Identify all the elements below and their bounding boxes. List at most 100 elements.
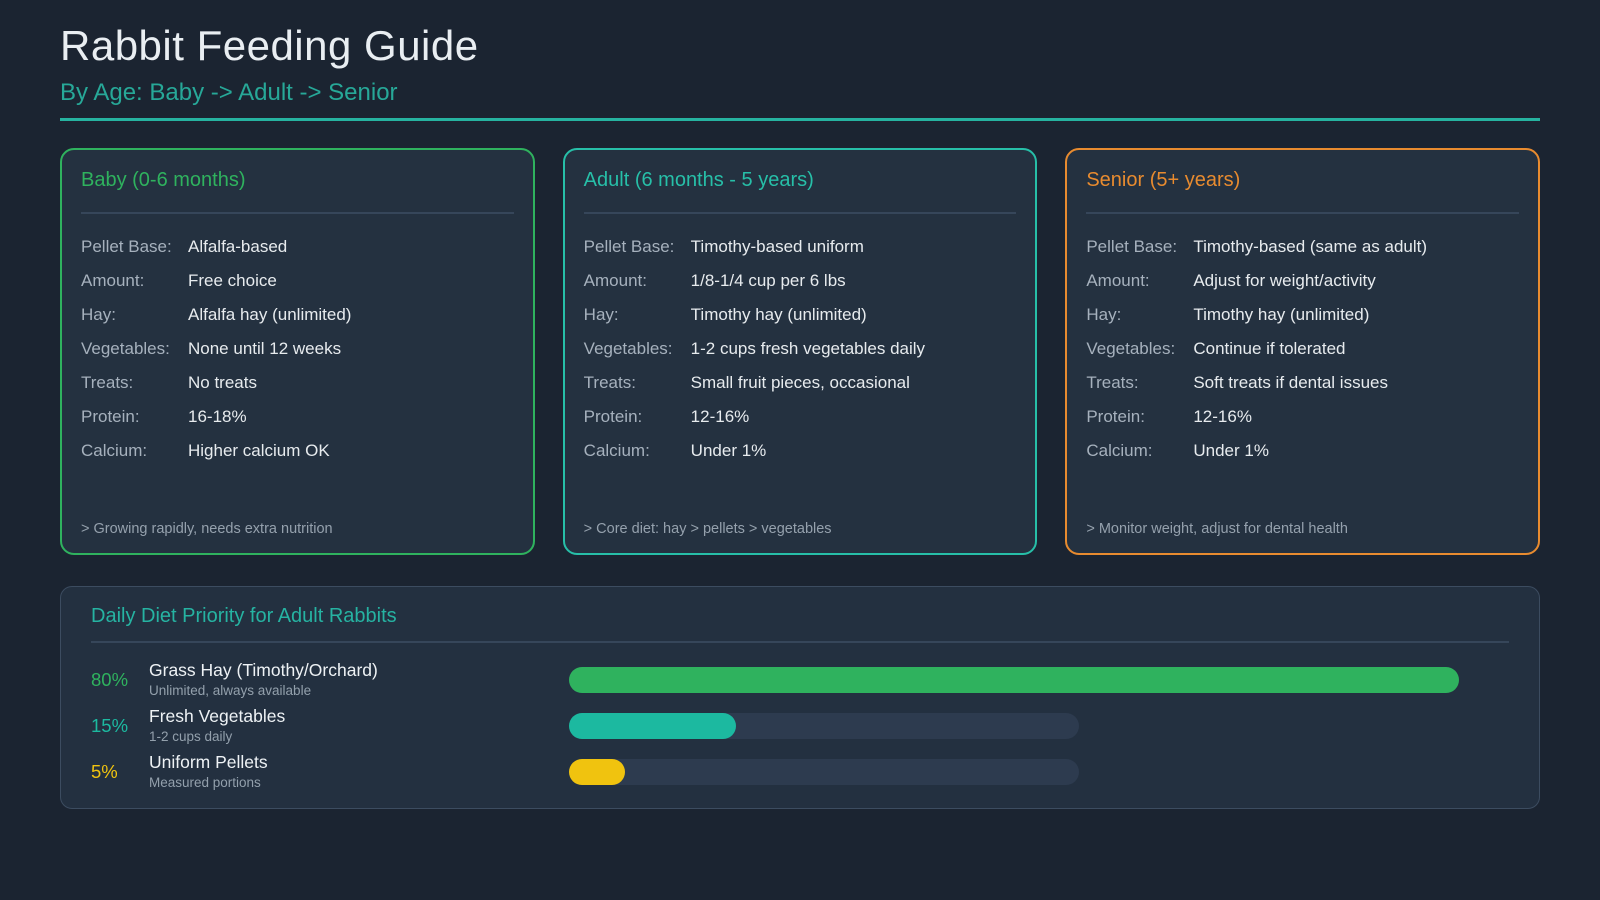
- row-label: Calcium:: [1086, 441, 1153, 460]
- row-value: No treats: [188, 373, 257, 392]
- card-adult: Adult (6 months - 5 years) Pellet Base: T…: [562, 148, 1038, 555]
- row-value: Timothy-based uniform: [690, 237, 864, 256]
- row-value: Higher calcium OK: [188, 441, 330, 460]
- chart-row-subtitle: Measured portions: [149, 775, 261, 790]
- card-divider: [81, 212, 514, 214]
- row-label: Pellet Base:: [81, 237, 172, 256]
- row-value: Small fruit pieces, occasional: [690, 373, 910, 392]
- row-value: Adjust for weight/activity: [1193, 271, 1376, 290]
- card-senior-title: Senior (5+ years): [1086, 169, 1241, 191]
- row-value: Timothy-based (same as adult): [1193, 237, 1428, 256]
- row-label: Treats:: [1086, 373, 1139, 392]
- bar-area: [569, 712, 1509, 739]
- page: Rabbit Feeding Guide By Age: Baby -> Adu…: [60, 22, 1541, 809]
- card-note: > Monitor weight, adjust for dental heal…: [1086, 521, 1348, 537]
- card-note: > Growing rapidly, needs extra nutrition: [81, 521, 333, 537]
- card-divider: [583, 212, 1017, 214]
- row-label: Protein:: [81, 407, 140, 426]
- row-value: Alfalfa-based: [188, 237, 288, 256]
- card-row: Pellet Base: Timothy-based uniform: [584, 236, 1017, 258]
- row-label: Calcium:: [81, 441, 148, 460]
- card-row: Pellet Base: Timothy-based (same as adult…: [1086, 236, 1519, 258]
- row-label: Treats:: [583, 373, 636, 392]
- row-value: Under 1%: [1193, 441, 1269, 460]
- chart-row-title: Uniform Pellets: [149, 752, 268, 772]
- card-row: Vegetables: Continue if tolerated: [1086, 338, 1519, 360]
- page-title: Rabbit Feeding Guide: [60, 22, 479, 69]
- bar-fill-pellets: [569, 758, 625, 785]
- row-value: 16-18%: [188, 407, 247, 426]
- panel-title: Daily Diet Priority for Adult Rabbits: [91, 605, 397, 627]
- age-cards: Baby (0-6 months) Pellet Base: Alfalfa-ba…: [60, 148, 1541, 555]
- percent-label: 80%: [91, 668, 129, 690]
- card-row: Vegetables: 1-2 cups fresh vegetables dai…: [584, 338, 1017, 360]
- percent-label: 15%: [91, 714, 129, 736]
- row-label: Vegetables:: [1086, 339, 1176, 358]
- bar-fill-hay: [569, 666, 1459, 693]
- row-label: Protein:: [1086, 407, 1145, 426]
- row-value: 1/8-1/4 cup per 6 lbs: [690, 271, 846, 290]
- row-value: Continue if tolerated: [1193, 339, 1346, 358]
- card-row: Treats: Small fruit pieces, occasional: [584, 372, 1017, 394]
- card-row: Amount: Free choice: [81, 270, 514, 292]
- row-label: Vegetables:: [583, 339, 673, 358]
- row-value: Free choice: [188, 271, 277, 290]
- card-row: Hay: Alfalfa hay (unlimited): [81, 304, 514, 326]
- bar-track: [569, 758, 1079, 785]
- chart-row-labels: Grass Hay (Timothy/Orchard) Unlimited, a…: [149, 660, 569, 699]
- row-value: None until 12 weeks: [188, 339, 342, 358]
- card-row: Protein: 12-16%: [1086, 406, 1519, 428]
- row-label: Amount:: [81, 271, 145, 290]
- row-value: 12-16%: [1193, 407, 1252, 426]
- card-row: Calcium: Under 1%: [584, 440, 1017, 462]
- row-label: Hay:: [583, 305, 619, 324]
- chart-row-vegetables: 15% Fresh Vegetables 1-2 cups daily: [91, 706, 1509, 745]
- chart-row-title: Fresh Vegetables: [149, 706, 286, 726]
- card-row: Hay: Timothy hay (unlimited): [584, 304, 1017, 326]
- chart-row-labels: Uniform Pellets Measured portions: [149, 752, 569, 791]
- row-label: Treats:: [81, 373, 134, 392]
- card-adult-title: Adult (6 months - 5 years): [583, 169, 814, 191]
- card-row: Calcium: Under 1%: [1086, 440, 1519, 462]
- chart-row-subtitle: 1-2 cups daily: [149, 729, 233, 744]
- bar-area: [569, 666, 1509, 693]
- card-row: Protein: 12-16%: [584, 406, 1017, 428]
- card-row: Protein: 16-18%: [81, 406, 514, 428]
- chart-row-hay: 80% Grass Hay (Timothy/Orchard) Unlimite…: [91, 660, 1509, 699]
- page-header: Rabbit Feeding Guide By Age: Baby -> Adu…: [60, 22, 1540, 121]
- row-value: Timothy hay (unlimited): [690, 305, 867, 324]
- row-label: Pellet Base:: [1086, 237, 1178, 256]
- bar-area: [569, 758, 1509, 785]
- card-row: Amount: Adjust for weight/activity: [1086, 270, 1519, 292]
- card-row: Treats: No treats: [81, 372, 514, 394]
- row-label: Hay:: [81, 305, 116, 324]
- row-value: Under 1%: [690, 441, 767, 460]
- row-label: Pellet Base:: [583, 237, 675, 256]
- card-senior: Senior (5+ years) Pellet Base: Timothy-ba…: [1065, 148, 1541, 555]
- panel-divider: [91, 641, 1509, 643]
- bar-fill-vegetables: [569, 712, 736, 739]
- percent-label: 5%: [91, 760, 118, 782]
- card-row: Pellet Base: Alfalfa-based: [81, 236, 514, 258]
- card-baby-title: Baby (0-6 months): [81, 169, 246, 191]
- row-label: Amount:: [1086, 271, 1150, 290]
- chart-row-pellets: 5% Uniform Pellets Measured portions: [91, 752, 1509, 791]
- chart-row-labels: Fresh Vegetables 1-2 cups daily: [149, 706, 569, 745]
- card-note: > Core diet: hay > pellets > vegetables: [583, 521, 832, 537]
- page-subtitle: By Age: Baby -> Adult -> Senior: [60, 79, 398, 106]
- card-row: Vegetables: None until 12 weeks: [81, 338, 514, 360]
- row-label: Calcium:: [583, 441, 650, 460]
- card-row: Hay: Timothy hay (unlimited): [1086, 304, 1519, 326]
- row-label: Vegetables:: [81, 339, 170, 358]
- chart-row-title: Grass Hay (Timothy/Orchard): [149, 660, 378, 680]
- card-row: Treats: Soft treats if dental issues: [1086, 372, 1519, 394]
- row-label: Amount:: [583, 271, 647, 290]
- chart-row-subtitle: Unlimited, always available: [149, 683, 312, 698]
- card-row: Amount: 1/8-1/4 cup per 6 lbs: [584, 270, 1017, 292]
- row-label: Hay:: [1086, 305, 1122, 324]
- row-value: Soft treats if dental issues: [1193, 373, 1388, 392]
- row-value: Timothy hay (unlimited): [1193, 305, 1370, 324]
- row-value: 12-16%: [690, 407, 750, 426]
- card-row: Calcium: Higher calcium OK: [81, 440, 514, 462]
- diet-priority-panel: Daily Diet Priority for Adult Rabbits 80…: [60, 586, 1540, 809]
